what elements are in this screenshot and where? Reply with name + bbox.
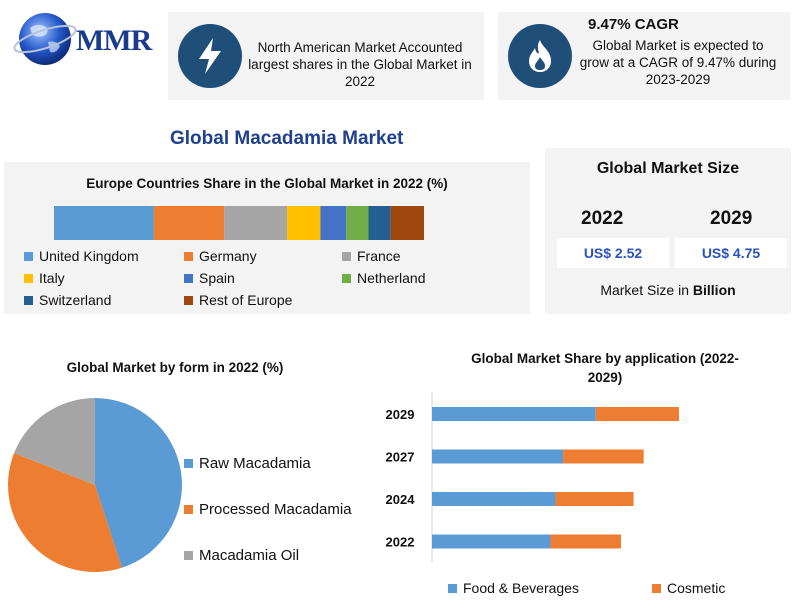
north-america-text: North American Market Accounted largest … (248, 40, 472, 89)
europe-segment-italy (287, 206, 321, 240)
europe-legend-spain: Spain (184, 270, 235, 286)
tick-label-2029: 2029 (386, 407, 415, 422)
europe-segment-netherland (346, 206, 369, 240)
legend-label: United Kingdom (39, 248, 139, 264)
bar-cosmetic-2022 (550, 534, 621, 549)
app-legend-cosmetic: Cosmetic (652, 580, 725, 596)
bar-cosmetic-2027 (563, 449, 644, 464)
legend-label: Cosmetic (667, 580, 726, 596)
legend-label: Food & Beverages (463, 580, 579, 596)
legend-swatch (184, 273, 193, 283)
europe-segment-switzerland (368, 206, 391, 240)
legend-swatch (24, 273, 33, 283)
europe-legend-united-kingdom: United Kingdom (24, 248, 139, 264)
tick-label-2027: 2027 (386, 450, 415, 465)
app-legend-food-beverages: Food & Beverages (448, 580, 579, 596)
legend-swatch (184, 459, 193, 468)
europe-segment-united-kingdom (54, 206, 154, 240)
europe-segment-france (224, 206, 288, 240)
europe-share-card: Europe Countries Share in the Global Mar… (4, 162, 530, 314)
europe-legend-italy: Italy (24, 270, 65, 286)
globe-icon (13, 13, 77, 65)
market-size-note-unit: Billion (692, 282, 736, 298)
legend-swatch (184, 551, 193, 560)
bar-cosmetic-2024 (555, 492, 634, 506)
legend-label: Raw Macadamia (199, 455, 311, 472)
cagr-card: 9.47% CAGR Global Market is expected to … (498, 12, 790, 100)
europe-legend-germany: Germany (184, 248, 257, 264)
bar-food-beverages-2029 (432, 407, 596, 421)
pie-legend-raw-macadamia: Raw Macadamia (184, 455, 311, 472)
pie-legend-processed-macadamia: Processed Macadamia (184, 501, 352, 518)
bar-food-beverages-2022 (432, 534, 551, 549)
legend-label: Processed Macadamia (199, 501, 352, 518)
market-size-note-prefix: Market Size in (600, 282, 693, 298)
bar-cosmetic-2029 (595, 407, 679, 421)
value-2029: US$ 4.75 (675, 238, 787, 268)
cagr-title: 9.47% CAGR (588, 16, 679, 33)
europe-chart-title: Europe Countries Share in the Global Mar… (86, 176, 448, 191)
year-2022-label: 2022 (581, 208, 624, 229)
legend-label: Spain (199, 270, 235, 286)
logo-text: MMR (76, 24, 152, 57)
market-size-title: Global Market Size (596, 160, 740, 177)
europe-legend-switzerland: Switzerland (24, 292, 111, 308)
europe-stacked-bar (54, 206, 424, 240)
bar-food-beverages-2024 (432, 492, 556, 506)
europe-legend-france: France (342, 248, 401, 264)
mmr-logo: MMR (8, 4, 168, 74)
legend-label: Switzerland (39, 292, 112, 308)
market-size-note: Market Size in Billion (545, 282, 791, 298)
europe-legend-netherland: Netherland (342, 270, 426, 286)
tick-label-2024: 2024 (386, 492, 416, 507)
legend-swatch (342, 273, 351, 283)
tick-label-2022: 2022 (386, 535, 415, 550)
market-size-card: Global Market Size 2022 2029 US$ 2.52 US… (545, 148, 791, 314)
legend-swatch (184, 505, 193, 514)
legend-swatch (448, 583, 457, 593)
legend-label: Macadamia Oil (199, 547, 300, 564)
legend-label: Germany (199, 248, 257, 264)
cagr-text: Global Market is expected to grow at a C… (579, 38, 777, 87)
pie-chart (8, 398, 182, 572)
legend-swatch (342, 251, 351, 261)
europe-segment-spain (320, 206, 347, 240)
pie-slice-macadamia-oil (14, 398, 96, 485)
legend-label: Netherland (357, 270, 426, 286)
bar-food-beverages-2027 (432, 449, 564, 464)
europe-segment-rest-of-europe (390, 206, 424, 240)
legend-label: Rest of Europe (199, 292, 293, 308)
north-america-card: North American Market Accounted largest … (168, 12, 484, 100)
pie-slice-raw-macadamia (95, 398, 182, 568)
pie-slice-processed-macadamia (8, 452, 122, 572)
year-2029-label: 2029 (710, 208, 753, 229)
flame-icon (508, 24, 572, 88)
pie-legend-macadamia-oil: Macadamia Oil (184, 547, 299, 564)
legend-swatch (184, 251, 193, 261)
legend-label: Italy (39, 270, 65, 286)
main-title: Global Macadamia Market (170, 128, 404, 149)
legend-label: France (357, 248, 401, 264)
legend-swatch (184, 295, 193, 305)
value-2022: US$ 2.52 (557, 238, 669, 268)
legend-swatch (24, 295, 33, 305)
legend-swatch (24, 251, 33, 261)
application-bar-chart: 2029 2027 2024 2022 (386, 392, 679, 562)
europe-segment-germany (153, 206, 225, 240)
europe-legend-rest-of-europe: Rest of Europe (184, 292, 292, 308)
lightning-bolt-icon (178, 24, 242, 88)
application-chart-title: Global Market Share by application (2022… (471, 351, 739, 385)
legend-swatch (652, 583, 661, 593)
pie-chart-title: Global Market by form in 2022 (%) (66, 360, 284, 375)
